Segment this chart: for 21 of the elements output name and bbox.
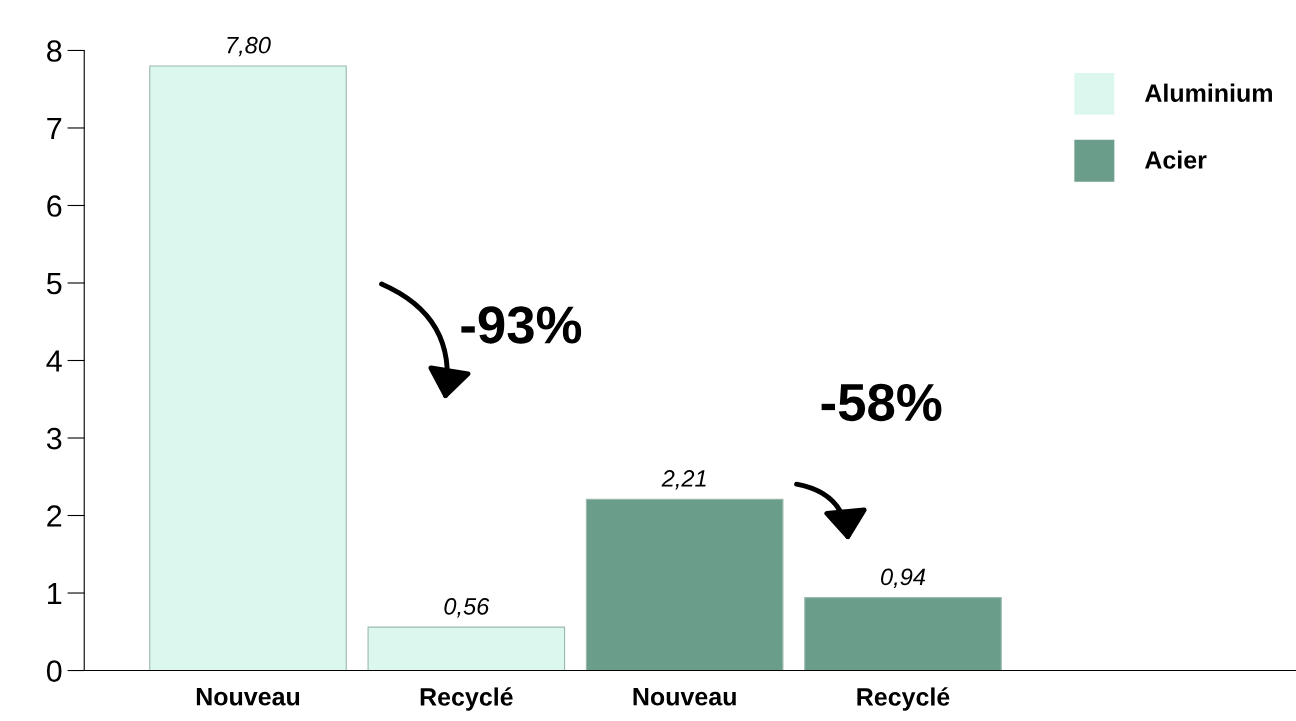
y-tick-label: 2 [47,505,62,527]
x-tick-label: Recyclé [420,687,513,711]
y-tick-label: 5 [46,273,62,295]
x-tick-label: Nouveau [196,688,300,706]
x-tick-label: Recyclé [857,687,950,711]
y-tick-label: 6 [47,195,62,217]
y-tick-label: 1 [48,583,62,605]
legend-label: Acier [1144,150,1207,169]
x-tick-label: Nouveau [633,688,736,706]
y-tick-label: 0 [46,660,62,682]
data-label: 2,21 [661,470,706,490]
annotation: -93% [461,306,582,344]
y-tick-label: 3 [46,427,62,450]
data-label: 0,56 [444,597,490,618]
annotation: -58% [821,383,942,422]
y-tick-label: 8 [47,40,62,62]
data-label: 7,80 [227,36,271,57]
data-label: 0,94 [881,568,926,589]
y-tick-label: 7 [47,118,62,140]
legend-label: Aluminium [1144,83,1272,102]
y-tick-label: 4 [46,350,62,372]
